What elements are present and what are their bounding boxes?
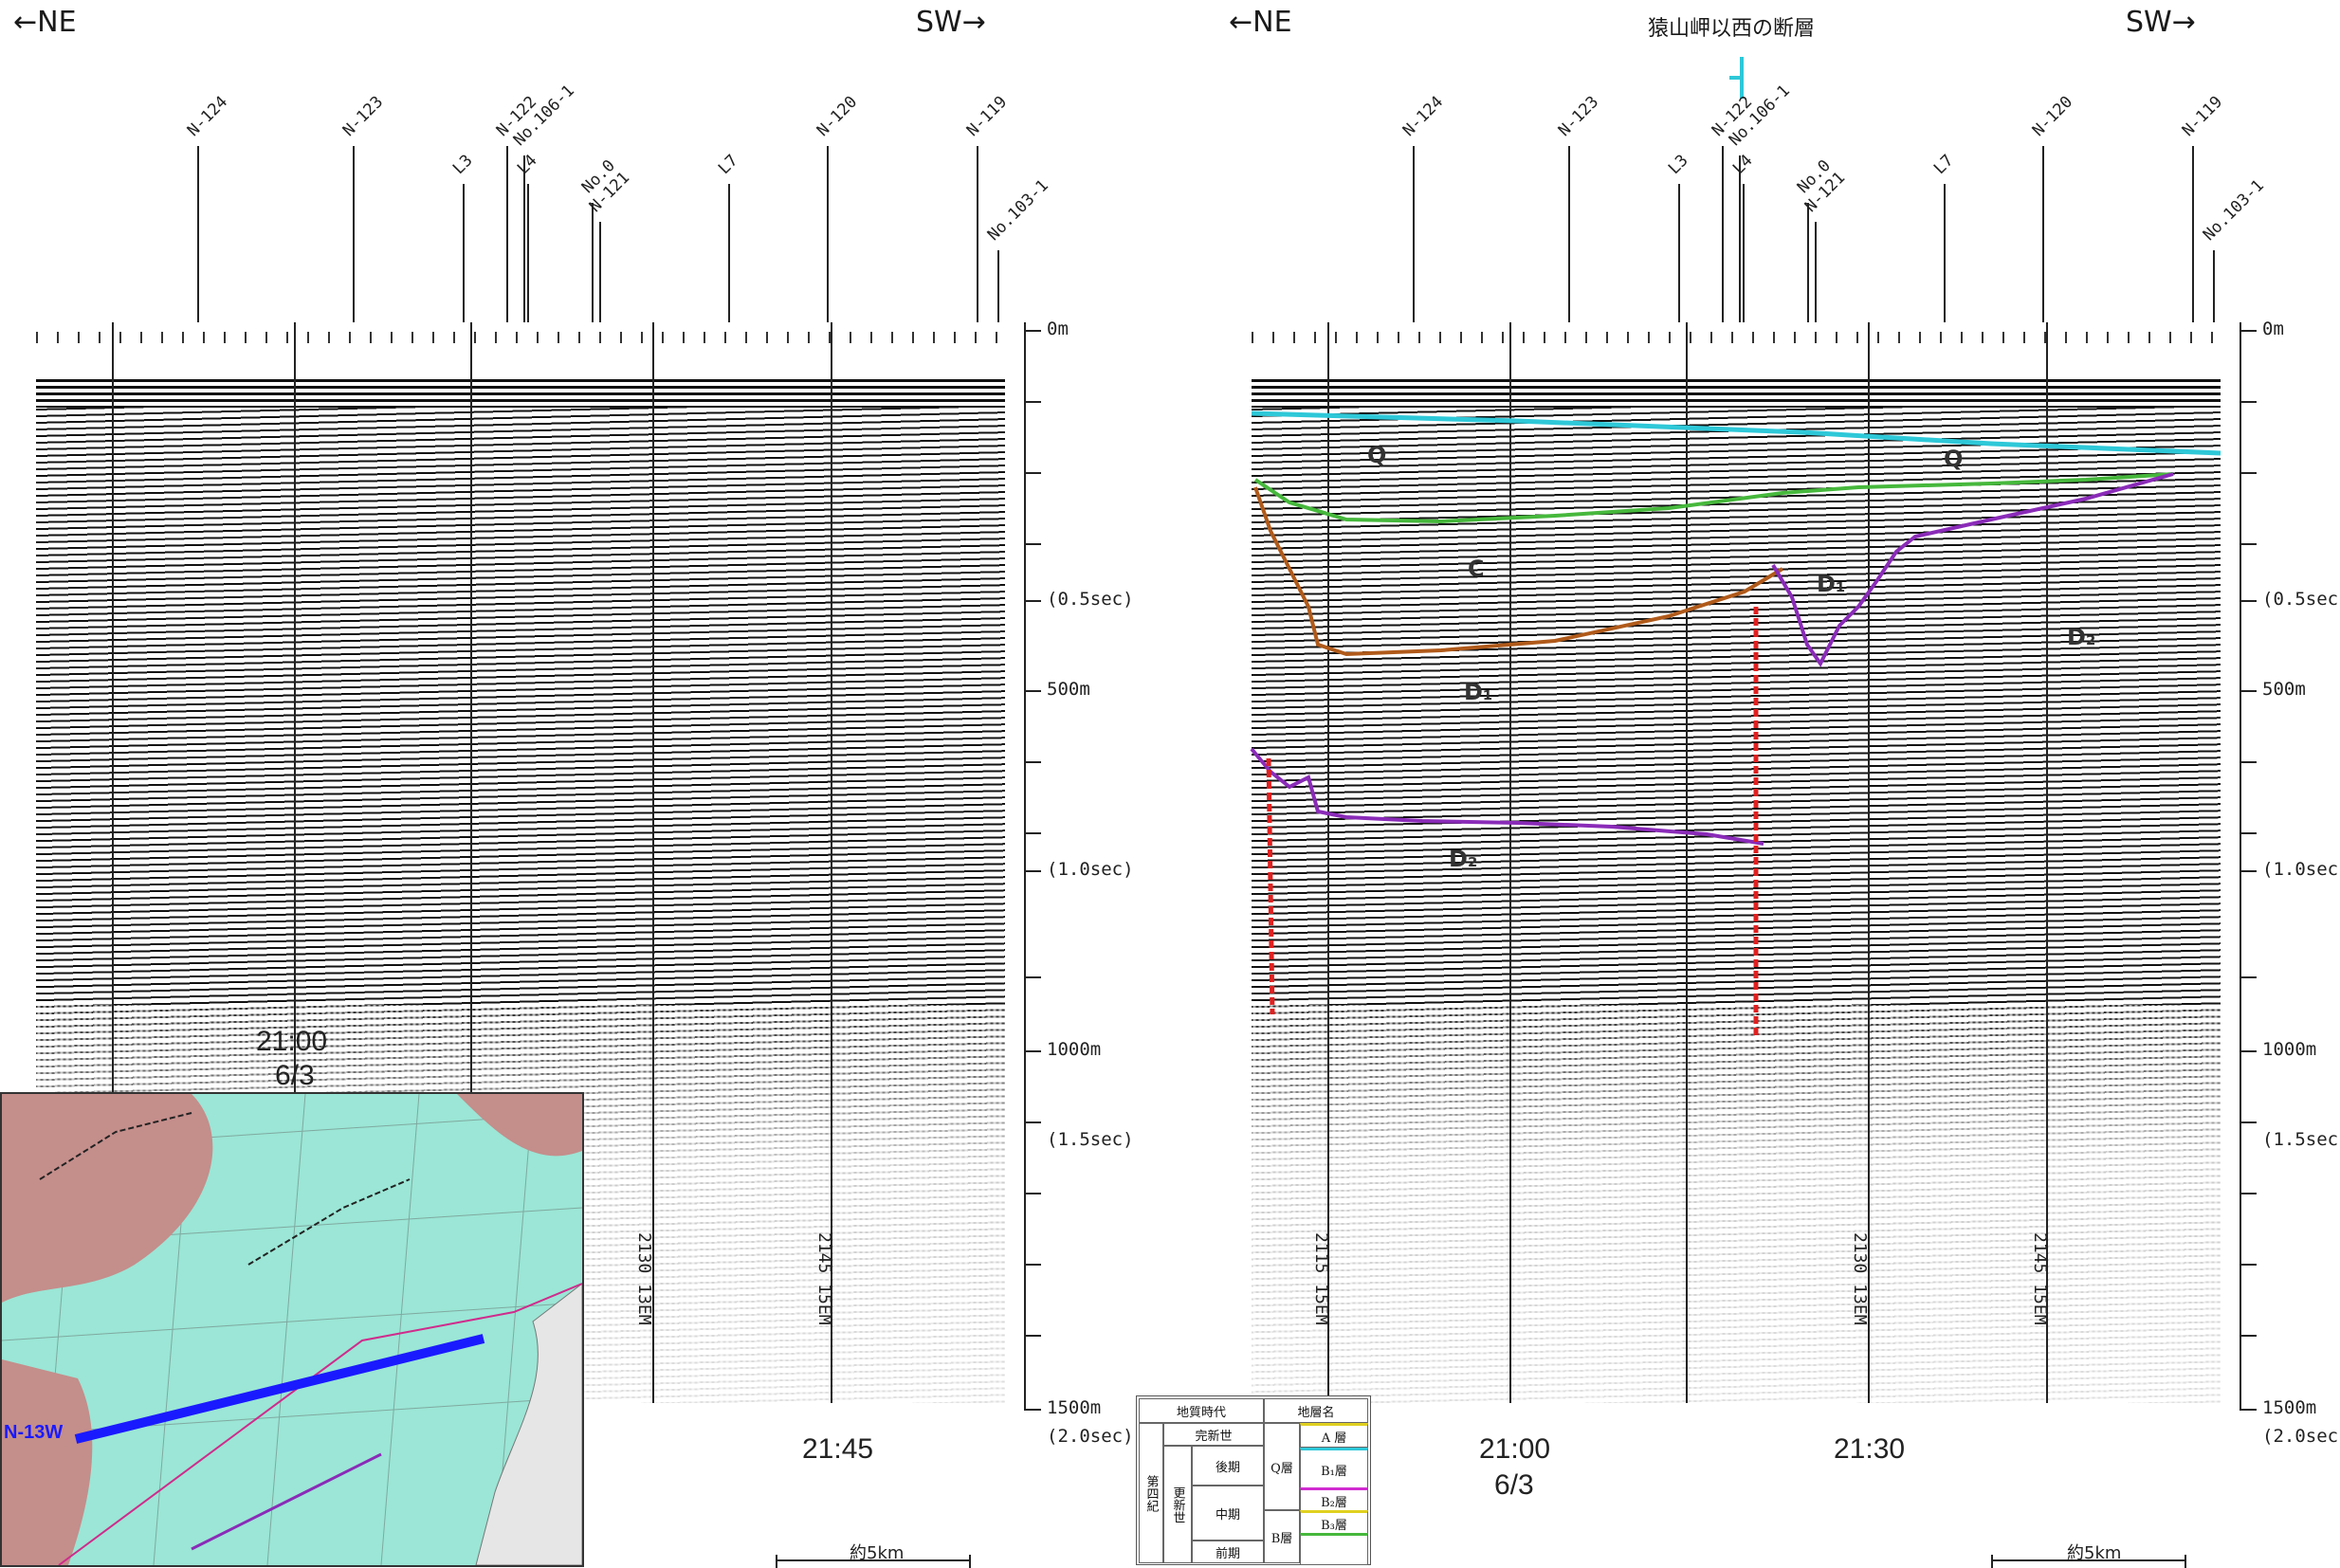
legend-a-layer: A 層 [1300,1423,1368,1448]
legend-b-layer: B層 [1264,1510,1300,1563]
depth-axis-label: (2.0sec) [2262,1426,2340,1447]
depth-axis-tick [2239,1121,2257,1123]
depth-axis-label: (0.5sec) [1047,589,1134,610]
depth-axis-tick [1024,1264,1041,1266]
depth-axis-tick [2239,600,2257,602]
legend-late: 後期 [1192,1446,1264,1486]
left-scale-tick-end [969,1555,971,1568]
legend-b2: B₂層 [1300,1487,1368,1512]
depth-axis-tick [1024,401,1041,403]
layer-label-c: C [1468,556,1485,582]
left-start-date: 6/3 [275,1060,315,1092]
layer-label-d2-right: D₂ [2067,624,2095,650]
depth-axis-tick [2239,870,2257,872]
depth-axis-label: (1.0sec) [2262,859,2340,880]
depth-axis-tick [2239,690,2257,692]
horizon-d-lower [1252,749,1764,844]
depth-axis-tick [1024,870,1041,872]
depth-axis-label: 1000m [1047,1039,1101,1060]
depth-axis-tick [2239,472,2257,474]
depth-axis-tick [2239,761,2257,763]
inset-line-label: N-13W [4,1422,63,1444]
layer-label-d1-left: D₁ [1464,679,1492,705]
right-scale-bar [1991,1559,2186,1561]
depth-axis-tick [1024,472,1041,474]
depth-axis-tick [1024,600,1041,602]
left-start-time: 21:00 [256,1026,327,1058]
legend-q-layer: Q層 [1264,1423,1300,1510]
right-time-label-1: 21:00 [1479,1433,1550,1466]
horizon-b1 [1255,474,2173,521]
depth-axis-tick [1024,761,1041,763]
legend-early: 前期 [1192,1541,1264,1563]
depth-axis-label: 1500m [2262,1397,2316,1418]
right-scale-tick-end [2185,1555,2186,1568]
depth-axis-tick [2239,1193,2257,1194]
layer-label-d1-right: D₁ [1817,571,1845,597]
legend-holocene: 完新世 [1163,1423,1264,1446]
right-date-label: 6/3 [1494,1469,1534,1502]
depth-axis-tick [2239,1050,2257,1052]
depth-axis-label: (0.5sec) [2262,589,2340,610]
right-scale-tick-start [1991,1555,1993,1568]
layer-label-q-right: Q [1944,446,1963,472]
depth-axis-line [2239,322,2241,1411]
horizon-a-top [1252,413,2221,453]
legend-era: 第四紀 [1139,1423,1163,1563]
depth-axis-tick [2239,1409,2257,1411]
legend-header-age: 地質時代 [1139,1398,1264,1423]
depth-axis-label: (1.5sec) [2262,1129,2340,1150]
legend-b3: B₃層 [1300,1510,1368,1535]
legend-b3-base [1300,1533,1368,1565]
depth-axis-tick [2239,1335,2257,1337]
legend-middle: 中期 [1192,1486,1264,1541]
depth-axis-label: 500m [2262,679,2306,700]
depth-axis-line [1024,322,1026,1411]
depth-axis-label: 500m [1047,679,1090,700]
depth-axis-tick [2239,976,2257,978]
depth-axis-tick [2239,1264,2257,1266]
right-time-label-2: 21:30 [1834,1433,1905,1466]
depth-axis-tick [2239,401,2257,403]
depth-axis-tick [1024,1193,1041,1194]
depth-axis-label: 0m [1047,319,1069,339]
depth-axis-tick [2239,330,2257,332]
depth-axis-label: (2.0sec) [1047,1426,1134,1447]
stratigraphy-legend: 地質時代 地層名 第四紀 完新世 更新世 後期 中期 前期 Q層 B層 A 層 … [1136,1395,1371,1565]
inset-location-map: N-13W [0,1092,584,1567]
depth-axis-tick [1024,1121,1041,1123]
depth-axis-tick [1024,1050,1041,1052]
depth-axis-tick [1024,1335,1041,1337]
depth-axis-tick [2239,543,2257,545]
depth-axis-label: 0m [2262,319,2284,339]
depth-axis-label: 1000m [2262,1039,2316,1060]
depth-axis-tick [1024,543,1041,545]
left-scale-bar [776,1559,971,1561]
left-time-label: 21:45 [802,1433,873,1466]
legend-pleistocene: 更新世 [1163,1446,1192,1563]
horizon-d-upper [1773,474,2173,664]
depth-axis-tick [1024,832,1041,834]
layer-label-d2-left: D₂ [1449,846,1477,872]
depth-axis-label: (1.5sec) [1047,1129,1134,1150]
layer-label-q-left: Q [1367,442,1386,468]
depth-axis-tick [1024,976,1041,978]
depth-axis-tick [1024,1409,1041,1411]
legend-b1: B₁層 [1300,1448,1368,1489]
depth-axis-tick [1024,330,1041,332]
inset-map-drawing [2,1094,582,1565]
depth-axis-label: 1500m [1047,1397,1101,1418]
depth-axis-label: (1.0sec) [1047,859,1134,880]
fault-line-west [1269,758,1272,1014]
depth-axis-tick [1024,690,1041,692]
legend-header-unit: 地層名 [1264,1398,1368,1423]
left-scale-tick-start [776,1555,777,1568]
horizon-b2 [1255,487,1782,654]
depth-axis-tick [2239,832,2257,834]
